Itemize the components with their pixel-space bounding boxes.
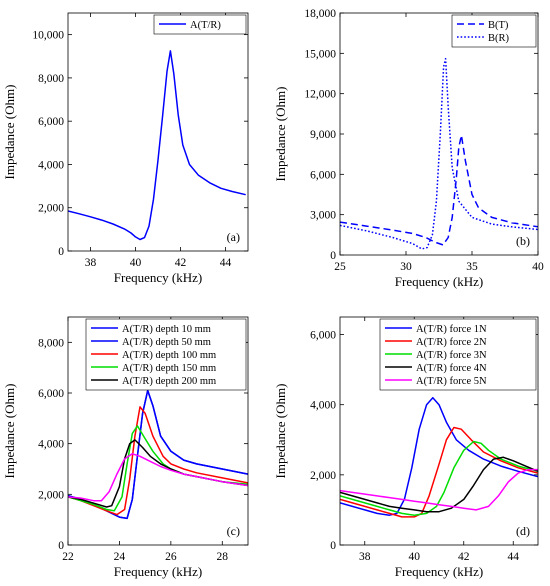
x-tick-label: 35 [466, 261, 478, 273]
y-tick-label: 3,000 [310, 210, 336, 222]
y-tick-label: 2,000 [38, 203, 64, 215]
y-tick-label: 4,000 [38, 159, 64, 171]
x-tick-label: 24 [114, 551, 126, 563]
legend-entry: B(R) [488, 33, 510, 44]
x-tick-label: 30 [400, 261, 412, 273]
y-tick-label: 6,000 [38, 388, 64, 400]
legend-entry: B(T) [488, 20, 509, 31]
series-line-a-t-r-force-2n [340, 426, 538, 518]
y-tick-label: 10,000 [32, 30, 64, 42]
plot-frame [67, 316, 249, 546]
y-tick-label: 18,000 [304, 8, 336, 20]
series-line-b-r- [340, 57, 538, 250]
x-tick-label: 42 [175, 257, 187, 269]
y-tick-label: 8,000 [38, 337, 64, 349]
legend: A(T/R) [153, 14, 247, 35]
y-tick-label: 12,000 [304, 89, 336, 101]
chart-panel-4: 38 40 42 44 0 2,000 4,000 6,000 Frequency (kHz) I… [273, 316, 539, 579]
y-tick-label: 2,000 [310, 470, 336, 482]
series-line-a-t-r-force-4n [340, 456, 538, 513]
y-axis-label: Impedance (Ohm) [2, 85, 17, 180]
x-tick-label: 44 [508, 551, 520, 563]
y-tick-label: 6,000 [38, 116, 64, 128]
series-line-a-t-r-depth-10-mm [68, 389, 248, 520]
x-axis-label: Frequency (kHz) [395, 564, 483, 579]
x-tick-label: 38 [359, 551, 371, 563]
x-axis-label: Frequency (kHz) [114, 564, 202, 579]
y-tick-label: 0 [330, 540, 336, 552]
legend-entry: A(T/R) [190, 20, 221, 31]
legend: A(T/R) depth 10 mm A(T/R) depth 50 mm A(T/… [85, 318, 247, 391]
y-tick-label: 0 [330, 250, 336, 262]
plot-frame [339, 316, 539, 546]
x-tick-label: 40 [130, 257, 142, 269]
legend-entry: A(T/R) depth 50 mm [122, 337, 211, 348]
y-tick-label: 15,000 [304, 48, 336, 60]
legend-entry: A(T/R) depth 200 mm [122, 376, 216, 387]
series-line-b-t- [340, 134, 538, 246]
x-tick-label: 28 [217, 551, 229, 563]
y-tick-label: 9,000 [310, 129, 336, 141]
panel-label: (c) [227, 524, 240, 538]
y-axis-label: Impedance (Ohm) [273, 87, 288, 182]
legend-entry: A(T/R) force 3N [416, 350, 487, 361]
series-line-a-t-r-force-5n [340, 468, 538, 511]
legend-entry: A(T/R) force 4N [416, 363, 487, 374]
legend-entry: A(T/R) force 2N [416, 337, 487, 348]
x-tick-label: 25 [334, 261, 346, 273]
y-tick-label: 0 [58, 540, 64, 552]
chart-panel-1: 38 40 42 44 0 2,000 4,000 6,000 8,000 10,000 Frequ… [2, 12, 249, 285]
chart-panel-3: 22 24 26 28 0 2,000 4,000 6,000 8,000 Frequency (… [2, 316, 249, 579]
x-tick-label: 42 [458, 551, 470, 563]
y-axis-label: Impedance (Ohm) [273, 384, 288, 479]
legend-box [153, 14, 247, 35]
x-tick-label: 22 [62, 551, 74, 563]
y-tick-label: 0 [58, 246, 64, 258]
y-tick-label: 6,000 [310, 169, 336, 181]
y-tick-label: 6,000 [310, 330, 336, 342]
y-axis-label: Impedance (Ohm) [2, 384, 17, 479]
x-tick-label: 26 [165, 551, 177, 563]
y-tick-label: 4,000 [310, 400, 336, 412]
chart-panel-2: 25 30 35 40 0 3,000 6,000 9,000 12,000 15,000 18,0… [273, 8, 544, 289]
series-line-unlabeled-5 [68, 453, 248, 502]
x-tick-label: 38 [85, 257, 97, 269]
y-tick-label: 4,000 [38, 439, 64, 451]
legend: B(T) B(R) [451, 14, 537, 48]
y-tick-label: 8,000 [38, 73, 64, 85]
legend-entry: A(T/R) force 1N [416, 324, 487, 335]
panel-label: (d) [516, 524, 530, 538]
plot-frame [67, 12, 249, 252]
x-tick-label: 44 [220, 257, 232, 269]
x-axis-label: Frequency (kHz) [114, 270, 202, 285]
y-tick-label: 2,000 [38, 489, 64, 501]
plot-frame [339, 12, 539, 256]
legend-entry: A(T/R) force 5N [416, 376, 487, 387]
series-line-a-t-r-depth-50-mm [68, 389, 248, 520]
legend-entry: A(T/R) depth 150 mm [122, 363, 216, 374]
series-line-a-t-r-force-1n [340, 396, 538, 516]
series-line-a-t-r-depth-200-mm [68, 439, 248, 508]
x-tick-label: 40 [532, 261, 544, 273]
x-tick-label: 40 [409, 551, 421, 563]
series-line-a-t-r-force-3n [340, 440, 538, 516]
series-line-a-t-r- [68, 50, 246, 241]
legend-entry: A(T/R) depth 10 mm [122, 324, 211, 335]
panel-label: (a) [227, 230, 240, 244]
series-line-a-t-r-depth-100-mm [68, 406, 248, 516]
legend-box [451, 14, 537, 48]
legend-entry: A(T/R) depth 100 mm [122, 350, 216, 361]
legend: A(T/R) force 1N A(T/R) force 2N A(T/R) for… [379, 318, 537, 391]
panel-label: (b) [516, 234, 530, 248]
x-axis-label: Frequency (kHz) [395, 274, 483, 289]
